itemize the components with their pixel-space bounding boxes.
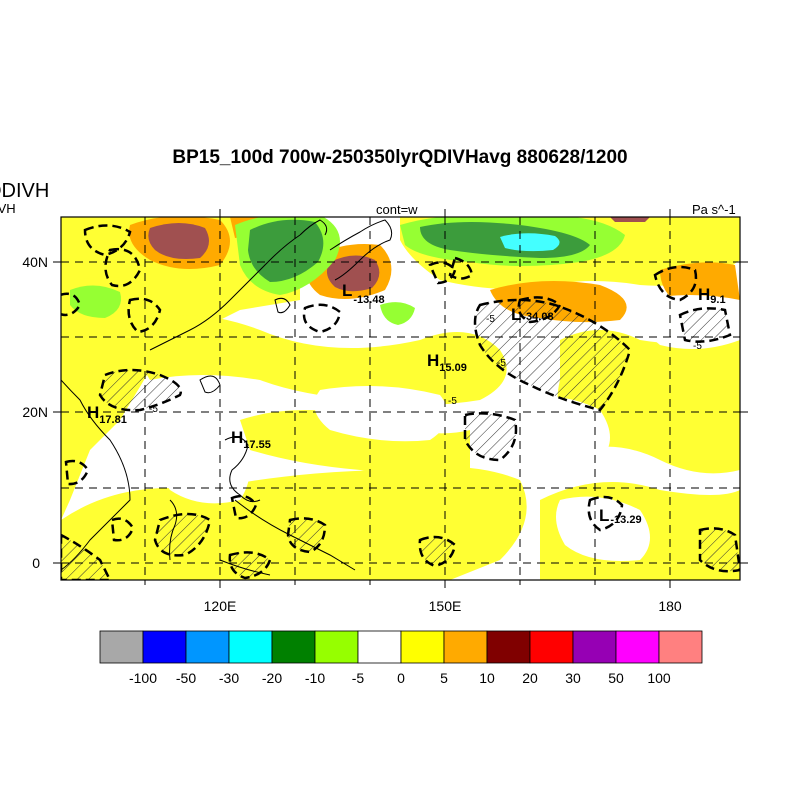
colorbar-swatch <box>658 630 703 664</box>
contour-value: -5 <box>693 341 702 352</box>
variable-subtitle: IVH <box>0 201 16 216</box>
colorbar-swatch <box>443 630 488 664</box>
contour-value: -5 <box>448 396 457 407</box>
contour-value: -5 <box>486 314 495 325</box>
lon-tick-label: 150E <box>429 598 462 614</box>
colorbar-label: 0 <box>397 670 405 686</box>
units-label: Pa s^-1 <box>692 202 736 217</box>
fill-white <box>149 295 740 561</box>
colorbar-swatch <box>185 630 230 664</box>
colorbar-swatch <box>615 630 660 664</box>
high-center-label: H17.81 <box>87 403 127 426</box>
low-center-label: L-13.29 <box>599 506 642 526</box>
colorbar-swatch <box>99 630 144 664</box>
low-center-label: L-13.48 <box>342 281 385 306</box>
map-frame <box>60 216 741 581</box>
axis-ticks <box>53 209 748 588</box>
high-center-label: H17.55 <box>231 428 271 451</box>
plot-title: BP15_100d 700w-250350lyrQDIVHavg 880628/… <box>172 147 628 168</box>
contour-label: cont=w <box>376 202 418 217</box>
colorbar-swatch <box>314 630 359 664</box>
colorbar-swatch <box>271 630 316 664</box>
colorbar-swatch <box>486 630 531 664</box>
lat-tick-label: 0 <box>32 555 40 571</box>
grid-lines <box>61 217 740 580</box>
contour-value: -5 <box>149 404 158 415</box>
colorbar-swatch <box>357 630 402 664</box>
high-center-label: H15.09 <box>427 351 467 374</box>
colorbar-swatch <box>400 630 445 664</box>
colorbar-swatch <box>142 630 187 664</box>
colorbar-label: -100 <box>129 670 157 686</box>
dashed-contours <box>61 224 698 542</box>
colorbar-label: 50 <box>608 670 624 686</box>
low-center-label: L-34.08 <box>511 305 554 324</box>
colorbar-label: 5 <box>440 670 448 686</box>
colorbar-label: 20 <box>522 670 538 686</box>
map-panel <box>61 217 740 580</box>
colorbar-label: 30 <box>565 670 581 686</box>
lat-tick-label: 20N <box>22 404 48 420</box>
colorbar-label: 10 <box>479 670 495 686</box>
colorbar-swatch <box>572 630 617 664</box>
colorbar-label: -20 <box>262 670 282 686</box>
colorbar-label: -50 <box>176 670 196 686</box>
colorbar-swatch <box>228 630 273 664</box>
negative-contours <box>61 298 740 580</box>
lon-tick-label: 120E <box>204 598 237 614</box>
fill-darkred <box>148 217 650 292</box>
variable-title: QDIVH <box>0 180 50 202</box>
contour-value: -5 <box>497 358 506 369</box>
colorbar-label: 100 <box>647 670 671 686</box>
colorbar: -100 -50 -30 -20 -10 -5 0 5 10 20 30 50 100 <box>99 630 703 686</box>
lat-tick-label: 40N <box>22 254 48 270</box>
pressure-centers: H17.81 H17.55 L-13.48 H15.09 L-34.08 H9.… <box>87 281 726 526</box>
contour-value-labels: -5 -5 -5 -5 -5 <box>149 314 702 415</box>
fill-cyan <box>500 233 560 252</box>
high-center-label: H9.1 <box>698 285 726 306</box>
lon-tick-label: 180 <box>658 598 682 614</box>
colorbar-label: -5 <box>352 670 365 686</box>
colorbar-swatch <box>529 630 574 664</box>
colorbar-label: -10 <box>305 670 325 686</box>
colorbar-label: -30 <box>219 670 239 686</box>
